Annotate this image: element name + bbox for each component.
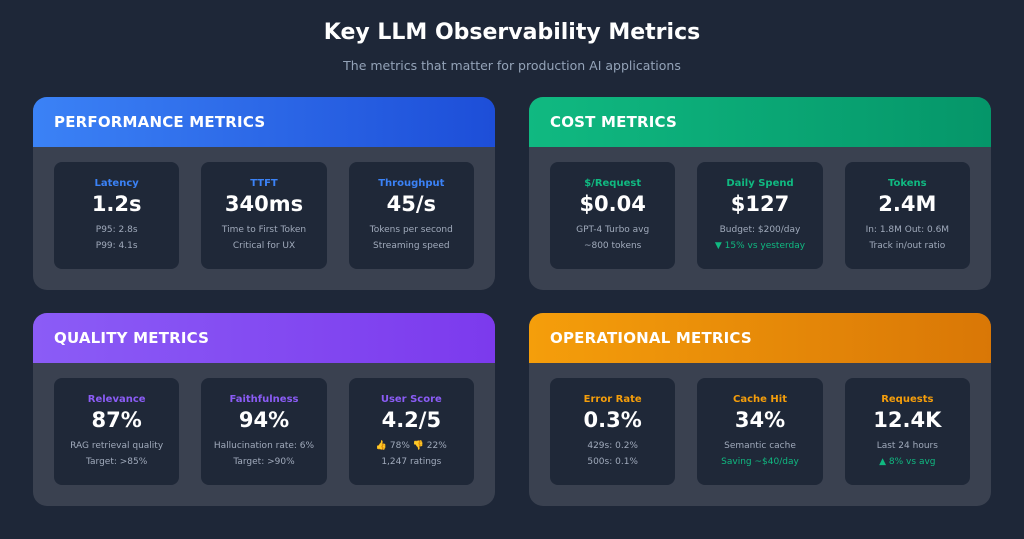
metric-detail: Budget: $200/day ▼ 15% vs yesterday xyxy=(697,222,822,254)
metric-detail-line: ▼ 15% vs yesterday xyxy=(714,241,806,251)
metric-label: Relevance xyxy=(87,394,146,405)
metric-cards: Relevance 87% RAG retrieval quality Targe… xyxy=(33,363,495,485)
metric-card: TTFT 340ms Time to First Token Critical f… xyxy=(201,162,327,269)
metric-value: 4.2/5 xyxy=(381,408,442,432)
metric-label: Throughput xyxy=(378,178,445,189)
metric-card: Error Rate 0.3% 429s: 0.2% 500s: 0.1% xyxy=(550,378,676,485)
metric-detail-line: P95: 2.8s xyxy=(95,225,138,235)
operational-panel: OPERATIONAL METRICS Error Rate 0.3% 429s… xyxy=(529,313,991,506)
metric-detail: Semantic cache Saving ~$40/day xyxy=(697,438,822,470)
metric-detail: 👍 78% 👎 22% 1,247 ratings xyxy=(349,438,474,470)
performance-panel-header: PERFORMANCE METRICS xyxy=(33,97,495,147)
metric-detail-line: 👍 78% 👎 22% xyxy=(375,441,447,451)
metric-detail-line: Critical for UX xyxy=(232,241,296,251)
metric-label: Error Rate xyxy=(583,394,642,405)
metric-detail-line: Budget: $200/day xyxy=(719,225,801,235)
metric-detail-line: Time to First Token xyxy=(221,225,307,235)
metric-detail-line: Hallucination rate: 6% xyxy=(213,441,315,451)
metric-card: Cache Hit 34% Semantic cache Saving ~$40/… xyxy=(697,378,823,485)
panel-title: QUALITY METRICS xyxy=(54,329,210,347)
metric-value: $127 xyxy=(730,192,790,216)
metric-detail: RAG retrieval quality Target: >85% xyxy=(54,438,179,470)
cost-panel: COST METRICS $/Request $0.04 GPT-4 Turbo… xyxy=(529,97,991,290)
metric-detail-line: In: 1.8M Out: 0.6M xyxy=(865,225,950,235)
metric-detail-line: P99: 4.1s xyxy=(95,241,138,251)
metric-detail-line: ~800 tokens xyxy=(583,241,642,251)
metric-detail: Time to First Token Critical for UX xyxy=(201,222,326,254)
metric-card: Daily Spend $127 Budget: $200/day ▼ 15% v… xyxy=(697,162,823,269)
metric-label: TTFT xyxy=(250,178,278,189)
quality-panel: QUALITY METRICS Relevance 87% RAG retrie… xyxy=(33,313,495,506)
metric-value: 94% xyxy=(238,408,290,432)
metric-detail: P95: 2.8s P99: 4.1s xyxy=(54,222,179,254)
metric-detail: Hallucination rate: 6% Target: >90% xyxy=(201,438,326,470)
metric-label: Tokens xyxy=(888,178,927,189)
metric-detail-line: 429s: 0.2% xyxy=(587,441,638,451)
metric-value: 12.4K xyxy=(873,408,942,432)
metric-detail-line: Saving ~$40/day xyxy=(721,457,799,467)
metric-label: Latency xyxy=(94,178,139,189)
metric-detail-line: ▲ 8% vs avg xyxy=(879,457,936,467)
performance-panel: PERFORMANCE METRICS Latency 1.2s P95: 2.… xyxy=(33,97,495,290)
metric-value: 45/s xyxy=(386,192,437,216)
metric-detail: 429s: 0.2% 500s: 0.1% xyxy=(550,438,675,470)
metric-card: Tokens 2.4M In: 1.8M Out: 0.6M Track in/o… xyxy=(844,162,970,269)
metric-card: User Score 4.2/5 👍 78% 👎 22% 1,247 rating… xyxy=(348,378,474,485)
operational-panel-header: OPERATIONAL METRICS xyxy=(529,313,991,363)
panel-title: COST METRICS xyxy=(550,113,678,131)
metric-detail-line: 1,247 ratings xyxy=(381,457,442,467)
metric-label: Requests xyxy=(881,394,934,405)
metric-detail: Tokens per second Streaming speed xyxy=(349,222,474,254)
metric-card: Latency 1.2s P95: 2.8s P99: 4.1s xyxy=(54,162,180,269)
metric-label: Daily Spend xyxy=(726,178,794,189)
metric-value: 87% xyxy=(91,408,142,432)
metric-detail: Last 24 hours ▲ 8% vs avg xyxy=(845,438,970,470)
page-subtitle: The metrics that matter for production A… xyxy=(343,58,681,73)
panel-title: PERFORMANCE METRICS xyxy=(54,113,266,131)
metric-detail: GPT-4 Turbo avg ~800 tokens xyxy=(550,222,675,254)
metric-detail: In: 1.8M Out: 0.6M Track in/out ratio xyxy=(845,222,970,254)
metric-detail-line: Semantic cache xyxy=(724,441,796,451)
metric-label: Cache Hit xyxy=(733,394,787,405)
metric-value: 340ms xyxy=(224,192,304,216)
metric-detail-line: Track in/out ratio xyxy=(869,241,946,251)
page-title: Key LLM Observability Metrics xyxy=(323,20,701,45)
metric-value: $0.04 xyxy=(579,192,646,216)
metric-card: Faithfulness 94% Hallucination rate: 6% T… xyxy=(201,378,327,485)
metric-label: $/Request xyxy=(584,178,642,189)
metric-detail-line: Tokens per second xyxy=(369,225,453,235)
quality-panel-header: QUALITY METRICS xyxy=(33,313,495,363)
metric-value: 1.2s xyxy=(91,192,142,216)
metric-card: Throughput 45/s Tokens per second Streami… xyxy=(348,162,474,269)
metric-detail-line: Streaming speed xyxy=(373,241,450,251)
metric-cards: Latency 1.2s P95: 2.8s P99: 4.1s TTFT 340… xyxy=(33,147,495,269)
metric-card: Relevance 87% RAG retrieval quality Targe… xyxy=(54,378,180,485)
metric-detail-line: GPT-4 Turbo avg xyxy=(576,225,650,235)
metric-value: 0.3% xyxy=(583,408,642,432)
panel-title: OPERATIONAL METRICS xyxy=(550,329,752,347)
metric-detail-line: Target: >85% xyxy=(86,457,148,467)
metric-label: Faithfulness xyxy=(229,394,299,405)
metric-cards: $/Request $0.04 GPT-4 Turbo avg ~800 toke… xyxy=(529,147,991,269)
metric-value: 34% xyxy=(734,408,786,432)
metric-detail-line: RAG retrieval quality xyxy=(70,441,164,451)
metric-card: Requests 12.4K Last 24 hours ▲ 8% vs avg xyxy=(844,378,970,485)
metric-detail-line: Target: >90% xyxy=(233,457,295,467)
metric-label: User Score xyxy=(380,394,442,405)
metric-detail-line: Last 24 hours xyxy=(876,441,938,451)
metric-card: $/Request $0.04 GPT-4 Turbo avg ~800 toke… xyxy=(550,162,676,269)
metric-value: 2.4M xyxy=(878,192,937,216)
metric-cards: Error Rate 0.3% 429s: 0.2% 500s: 0.1% Cac… xyxy=(529,363,991,485)
cost-panel-header: COST METRICS xyxy=(529,97,991,147)
metric-detail-line: 500s: 0.1% xyxy=(587,457,638,467)
